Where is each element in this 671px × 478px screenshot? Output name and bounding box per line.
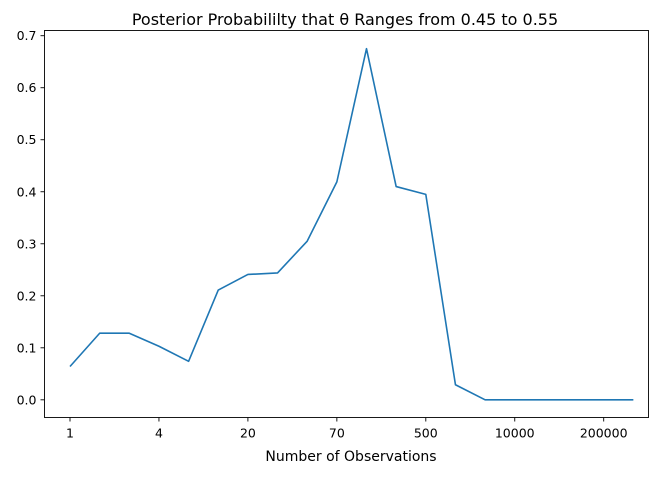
y-axis-ticks: 0.0 0.1 0.2 0.3 0.4 0.5 0.6 0.7 xyxy=(17,28,45,407)
y-tick-label: 0.1 xyxy=(17,340,37,355)
y-tick-label: 0.5 xyxy=(17,132,37,147)
x-tick-label: 200000 xyxy=(580,426,628,441)
chart-title: Posterior Probabililty that θ Ranges fro… xyxy=(132,10,558,29)
plot-lines xyxy=(69,47,634,401)
y-tick-label: 0.6 xyxy=(17,80,37,95)
plot-frame xyxy=(44,30,649,418)
x-tick-label: 1 xyxy=(66,426,74,441)
x-tick-label: 70 xyxy=(329,426,345,441)
y-tick-label: 0.0 xyxy=(17,392,37,407)
y-tick-label: 0.3 xyxy=(17,236,37,251)
x-tick-label: 10000 xyxy=(495,426,535,441)
x-axis-ticks: 1 4 20 70 500 10000 200000 xyxy=(66,417,628,441)
x-tick-label: 20 xyxy=(240,426,256,441)
series-line-0 xyxy=(69,47,634,401)
y-tick-label: 0.4 xyxy=(17,184,37,199)
y-tick-label: 0.7 xyxy=(17,28,37,43)
x-tick-label: 4 xyxy=(155,426,163,441)
y-tick-label: 0.2 xyxy=(17,288,37,303)
x-tick-label: 500 xyxy=(414,426,438,441)
x-axis-label: Number of Observations xyxy=(265,449,436,465)
